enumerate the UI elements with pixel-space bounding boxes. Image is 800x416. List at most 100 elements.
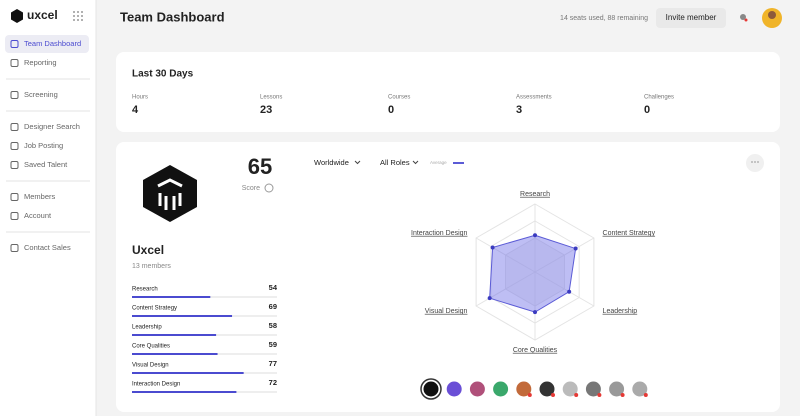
nav-icon — [10, 161, 19, 169]
filter-region[interactable]: Worldwide — [314, 158, 349, 167]
nav-item[interactable]: Team Dashboard — [24, 39, 81, 48]
skill-bar — [132, 296, 211, 298]
radar-point — [533, 233, 537, 238]
avatar-face — [768, 11, 776, 19]
nav-item[interactable]: Saved Talent — [24, 160, 68, 169]
member-avatar[interactable] — [446, 381, 462, 397]
brand-name: uxcel — [27, 8, 58, 22]
stat-value: 4 — [132, 104, 139, 116]
radar-point — [567, 289, 572, 294]
skill-name: Leadership — [132, 325, 162, 331]
filter-role[interactable]: All Roles — [380, 158, 410, 167]
more-icon[interactable]: ··· — [751, 156, 760, 166]
more-button[interactable] — [746, 154, 764, 172]
skill-value: 59 — [269, 340, 277, 349]
skill-value: 77 — [269, 359, 277, 368]
status-dot — [574, 393, 579, 397]
radar-axis — [534, 271, 595, 307]
stat-label: Hours — [132, 95, 148, 101]
nav-icon — [10, 123, 19, 131]
member-avatar[interactable] — [632, 381, 648, 397]
radar-point — [487, 296, 492, 301]
nav-item[interactable]: Screening — [24, 90, 58, 99]
score-value: 65 — [248, 154, 272, 179]
nav-icon — [10, 40, 19, 48]
skill-bar — [132, 334, 217, 336]
radar-chart: Research Content Strategy Leadership Core Q… — [411, 191, 656, 354]
avatar-ring — [420, 378, 442, 400]
stat-label: Challenges — [644, 95, 674, 101]
status-dot — [551, 393, 555, 397]
skill-name: Interaction Design — [132, 382, 180, 388]
radar-point — [490, 245, 495, 250]
nav: Team Dashboard Reporting Screening Designer… — [5, 35, 90, 252]
member-avatar[interactable] — [469, 381, 485, 397]
notification-icon[interactable] — [740, 14, 748, 22]
nav-item[interactable]: Designer Search — [24, 122, 80, 131]
invite-button-label[interactable]: Invite member — [666, 13, 717, 22]
nav-active-bg — [5, 35, 89, 53]
nav-icon — [10, 244, 19, 252]
nav-icon — [10, 212, 19, 220]
nav-item[interactable]: Reporting — [24, 58, 57, 67]
radar-label: Interaction Design — [411, 230, 468, 237]
status-dot — [597, 393, 602, 397]
dropdown-arrow — [412, 160, 419, 165]
score-label: Score — [242, 185, 260, 192]
stat-label: Courses — [388, 95, 410, 101]
member-avatar[interactable] — [562, 381, 578, 397]
nav-item[interactable]: Contact Sales — [24, 243, 71, 252]
member-avatar[interactable] — [423, 381, 439, 397]
skill-name: Research — [132, 287, 158, 293]
skill-bar — [132, 391, 237, 393]
nav-item[interactable]: Members — [24, 192, 56, 201]
seats-info: 14 seats used, 88 remaining — [560, 15, 648, 22]
radar-axis — [534, 237, 595, 273]
radar-axis — [475, 237, 536, 273]
team-logo — [143, 165, 197, 222]
stats: Hours 4 Lessons 23 Courses 0 Assessments 3 Chall… — [132, 95, 674, 116]
legend-label: Average — [430, 160, 447, 165]
radar-label: Research — [520, 191, 550, 198]
radar-label: Visual Design — [425, 308, 468, 315]
brand-logo — [11, 9, 23, 23]
score-info-icon[interactable] — [264, 183, 274, 193]
invite-button[interactable] — [656, 8, 726, 28]
status-dot — [643, 393, 648, 397]
skill-name: Content Strategy — [132, 306, 177, 312]
team-name: Uxcel — [132, 243, 164, 257]
radar-label: Content Strategy — [603, 230, 656, 237]
member-avatar[interactable] — [585, 381, 601, 397]
skill-list: Research 54 Content Strategy 69 Leadership 58… — [132, 283, 278, 393]
skill-bar — [132, 353, 218, 355]
stat-value: 23 — [260, 104, 272, 116]
member-avatar[interactable] — [493, 381, 509, 397]
nav-item[interactable]: Job Posting — [24, 141, 63, 150]
apps-icon[interactable] — [73, 11, 83, 21]
member-avatar[interactable] — [539, 381, 555, 397]
skill-bar — [132, 372, 244, 374]
stat-value: 3 — [516, 104, 522, 116]
radar-label: Leadership — [603, 308, 638, 315]
sidebar — [0, 0, 96, 416]
skill-name: Visual Design — [132, 363, 169, 369]
team-logo-mark — [157, 178, 183, 210]
nav-item[interactable]: Account — [24, 211, 52, 220]
skill-name: Core Qualities — [132, 344, 170, 350]
member-avatar[interactable] — [609, 381, 625, 397]
status-dot — [527, 393, 532, 397]
skill-value: 72 — [269, 378, 277, 387]
radar-point — [573, 246, 578, 251]
nav-icon — [10, 193, 19, 201]
skill-value: 54 — [269, 283, 278, 292]
nav-icon — [10, 142, 19, 150]
stat-value: 0 — [644, 104, 650, 116]
dropdown-arrow — [354, 160, 361, 165]
stat-label: Assessments — [516, 95, 552, 101]
team-members: 13 members — [132, 263, 171, 270]
skill-value: 58 — [269, 321, 277, 330]
radar-label: Core Qualities — [513, 347, 558, 354]
member-avatar[interactable] — [516, 381, 532, 397]
